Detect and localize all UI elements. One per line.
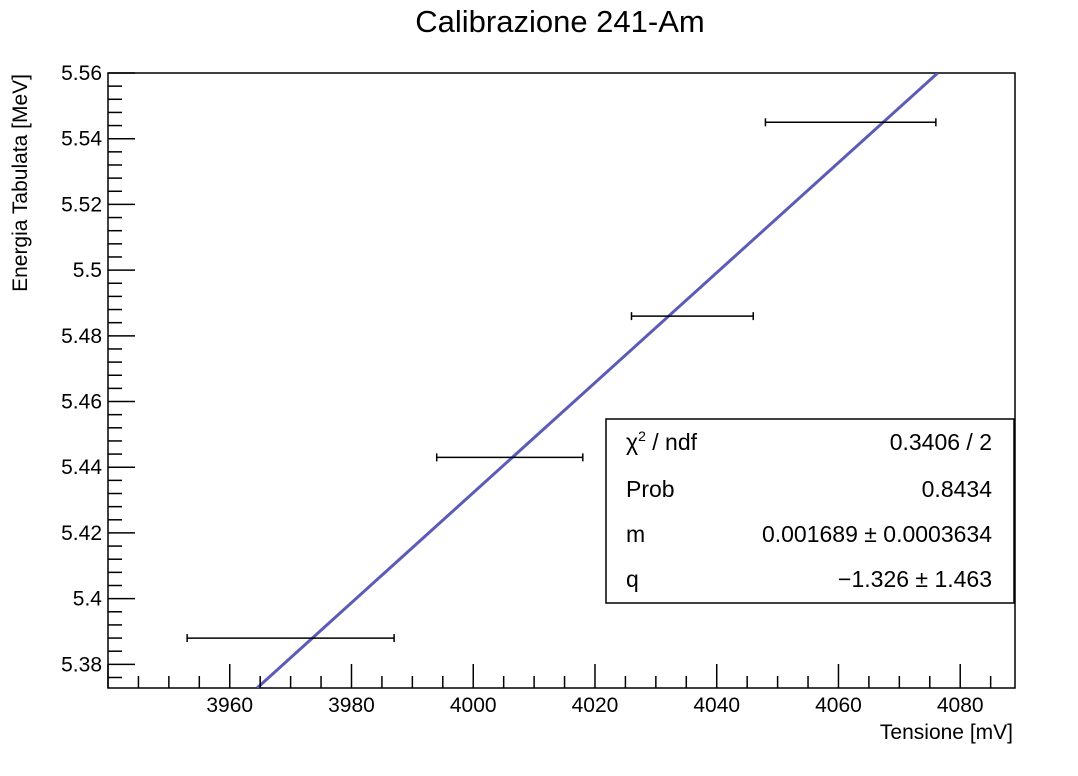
x-tick-label: 4000 — [450, 694, 497, 717]
y-tick-label: 5.46 — [61, 391, 102, 414]
x-tick-label: 3960 — [206, 694, 253, 717]
stats-box: χ2 / ndf 0.3406 / 2 Prob 0.8434 m 0.0016… — [605, 418, 1015, 604]
stats-value-chi2: 0.3406 / 2 — [890, 429, 992, 455]
y-axis-label: Energia Tabulata [MeV] — [9, 74, 32, 292]
x-tick-label: 4040 — [693, 694, 740, 717]
x-tick-label: 3980 — [328, 694, 375, 717]
data-point-1 — [186, 634, 395, 643]
stats-value-prob: 0.8434 — [922, 476, 993, 502]
stats-label-prob: Prob — [626, 476, 675, 502]
y-tick-label: 5.52 — [61, 193, 102, 216]
y-tick-label: 5.42 — [61, 522, 102, 545]
chart-title: Calibrazione 241-Am — [415, 4, 704, 39]
y-tick-label: 5.38 — [61, 653, 102, 676]
x-tick-label: 4060 — [815, 694, 862, 717]
fit-line — [256, 73, 939, 688]
plot-frame — [107, 72, 1016, 689]
y-tick-label: 5.48 — [61, 325, 102, 348]
data-point-4 — [764, 118, 937, 127]
data-point-3 — [630, 312, 754, 321]
x-tick-label: 4020 — [572, 694, 619, 717]
data-point-2 — [435, 453, 584, 462]
stats-value-q: −1.326 ± 1.463 — [838, 566, 992, 592]
stats-value-m: 0.001689 ± 0.0003634 — [762, 521, 992, 547]
y-tick-label: 5.54 — [61, 128, 102, 151]
stats-label-m: m — [626, 521, 645, 547]
y-tick-label: 5.5 — [73, 259, 102, 282]
x-axis-label: Tensione [mV] — [880, 721, 1013, 744]
stats-label-chi2: χ2 / ndf — [626, 428, 698, 455]
stats-box-frame — [605, 418, 1015, 604]
x-tick-label: 4080 — [937, 694, 984, 717]
y-tick-label: 5.4 — [73, 588, 103, 611]
stats-label-q: q — [626, 566, 639, 592]
y-tick-label: 5.56 — [61, 62, 102, 85]
y-tick-label: 5.44 — [61, 456, 102, 479]
